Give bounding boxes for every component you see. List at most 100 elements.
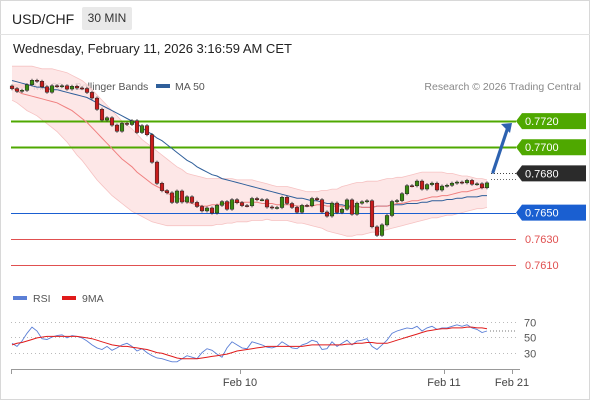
candle [424,183,430,191]
candle-body [149,134,155,163]
candle-body [29,80,35,85]
candle-body [44,86,50,93]
candle-body [469,180,475,185]
ma50-legend-label: MA 50 [175,81,205,93]
candle-body [219,201,225,206]
level-tags-layer: 0.7720 0.7700 0.7680 0.7650 0.7630 0.7610 [516,113,586,272]
candle [129,119,135,126]
candle-body [74,86,80,89]
candle-body [274,207,280,209]
candle [339,207,345,215]
bollinger-band-layer [11,65,488,237]
candle-body [449,182,455,186]
candle-body [84,88,90,93]
candle [184,195,190,204]
bollinger-lower-line [11,99,488,237]
candle [354,201,360,216]
candle-body [194,202,200,207]
level-label-0-7650: 0.7650 [525,208,559,220]
timeframe-button[interactable]: 30 MIN [82,7,132,30]
candle-body [409,185,415,187]
candle [84,86,90,94]
candle-body [229,199,235,210]
candle-body [264,199,270,208]
level-tag-0-7700 [516,139,586,156]
candle [39,79,45,89]
candle-body [159,183,165,191]
candle-body [339,208,345,213]
candle [459,180,465,185]
candle [449,181,455,187]
candle-body [224,201,230,210]
candle [334,201,340,215]
candle [179,189,185,204]
level-label-0-7680: 0.7680 [525,168,559,180]
candle [94,96,100,111]
candle-body [314,198,320,200]
candle-body [374,226,380,236]
candle [124,121,130,126]
candle [229,198,235,211]
candle-body [259,199,265,201]
x-axis: Feb 10 Feb 11 Feb 21 [11,369,529,389]
ma20-line [11,86,487,208]
candle [64,84,70,91]
bollinger-upper-line [12,65,488,193]
candle [464,178,470,185]
candle [74,84,80,90]
candle-body [384,215,390,226]
candle [389,199,395,218]
candle [329,201,335,218]
candle-body [484,182,490,188]
symbol-label: USD/CHF [12,11,75,27]
candle [384,213,390,227]
candle-body [454,181,460,184]
candle [109,116,115,127]
candle-body [199,206,205,212]
candle-body [39,81,45,88]
candle [409,184,415,188]
candles-layer [9,78,490,237]
candle [269,205,275,210]
candle [209,206,215,215]
candle-body [59,85,65,88]
candle [249,196,255,208]
candle [444,183,450,188]
candle [154,160,160,185]
candle [474,182,480,186]
candle [199,204,205,213]
candle [169,191,175,204]
candle-body [114,124,120,132]
candle-body [119,123,125,132]
candle-body [369,200,375,228]
candle [314,196,320,202]
rsi-ma-line [11,326,488,360]
candle-body [349,199,355,215]
candle [294,205,300,214]
candle [194,200,200,208]
candle-body [129,120,135,125]
candle [279,195,285,210]
level-label-0-7630: 0.7630 [525,234,559,246]
candle [104,116,110,122]
bollinger-band-fill [12,66,487,237]
rsi-tick-70: 70 [524,318,536,330]
candle-body [189,196,195,203]
candle [59,84,65,88]
candle-body [394,200,400,202]
level-label-0-7700: 0.7700 [525,142,559,154]
candle [14,87,20,93]
candle [399,192,405,203]
candle [484,181,490,190]
candle [34,78,40,83]
candle-body [244,205,250,207]
datetime-label: Wednesday, February 11, 2026 3:16:59 AM … [13,41,292,56]
candle [284,195,290,205]
candle-body [334,202,340,213]
candle-body [89,92,95,99]
candle [264,198,270,209]
candle-body [304,205,310,207]
candle [79,86,85,91]
rsi-ma-legend-swatch [62,296,76,300]
